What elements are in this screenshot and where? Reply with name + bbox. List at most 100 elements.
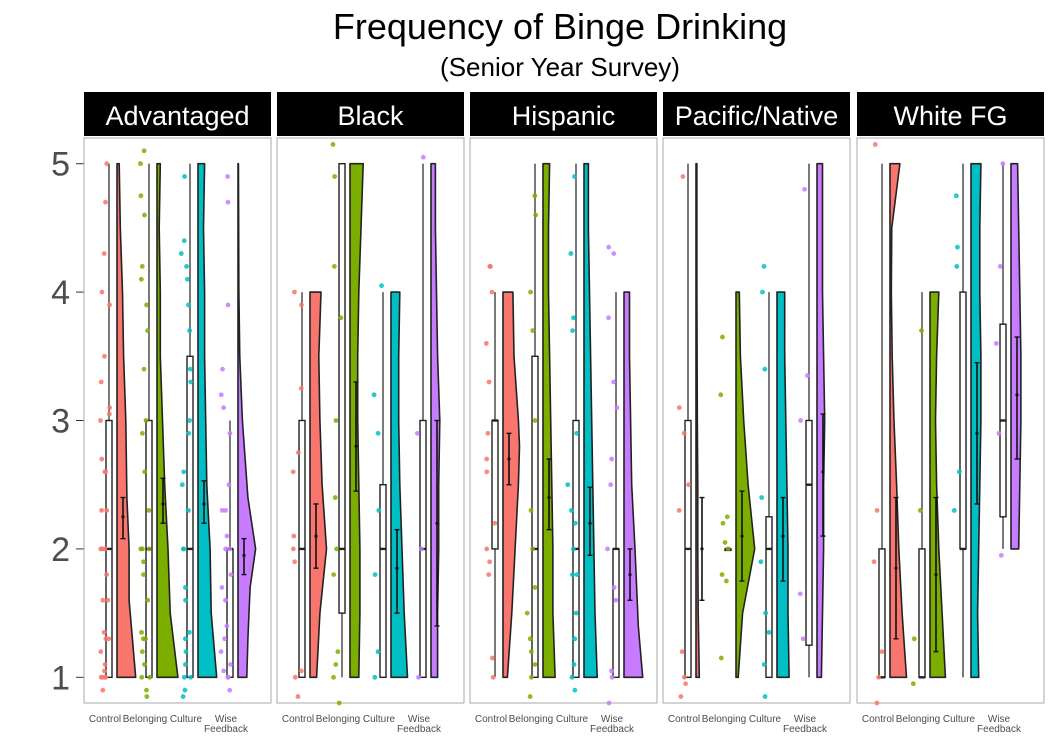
box-pacific-native-culture <box>765 516 773 679</box>
data-point-hispanic-control-13 <box>487 264 493 269</box>
data-point-hispanic-belonging-5 <box>532 585 538 590</box>
data-point-white-fg-belonging-3 <box>919 328 924 334</box>
data-point-black-wise-feedback-1 <box>418 546 424 552</box>
data-point-black-belonging-8 <box>331 264 337 269</box>
data-point-advantaged-control-16 <box>104 507 110 513</box>
x-tick-label-pacific-native-wise-feedback-0: Wise <box>794 714 817 725</box>
data-point-advantaged-belonging-24 <box>138 161 143 167</box>
data-point-advantaged-control-8 <box>103 636 109 642</box>
data-point-hispanic-culture-15 <box>572 687 578 693</box>
data-point-black-control-2 <box>292 559 298 565</box>
data-point-hispanic-control-2 <box>486 572 492 577</box>
mean-point-black-belonging <box>354 444 358 448</box>
data-point-advantaged-wise-feedback-17 <box>221 405 227 411</box>
data-point-white-fg-control-5 <box>874 700 880 706</box>
data-point-white-fg-belonging-2 <box>917 507 923 513</box>
data-point-advantaged-control-28 <box>101 251 107 256</box>
data-point-hispanic-control-8 <box>485 430 491 436</box>
data-point-white-fg-culture-2 <box>954 264 960 269</box>
x-tick-label-hispanic-wise-feedback-1: Feedback <box>590 724 635 735</box>
data-point-advantaged-wise-feedback-7 <box>223 597 228 603</box>
x-tick-label-advantaged-control: Control <box>89 714 121 725</box>
data-point-advantaged-culture-23 <box>182 174 187 179</box>
data-point-hispanic-culture-13 <box>568 251 574 256</box>
data-point-black-belonging-11 <box>336 700 342 706</box>
data-point-advantaged-culture-6 <box>183 597 188 603</box>
data-point-advantaged-culture-25 <box>182 687 188 693</box>
data-point-white-fg-culture-1 <box>956 469 962 475</box>
data-point-advantaged-belonging-12 <box>139 546 145 552</box>
data-point-advantaged-culture-2 <box>182 662 188 667</box>
data-point-advantaged-control-20 <box>99 456 105 462</box>
data-point-pacific-native-wise-feedback-1 <box>797 591 803 597</box>
data-point-advantaged-control-24 <box>98 379 104 385</box>
data-point-hispanic-belonging-7 <box>528 507 534 513</box>
data-point-hispanic-belonging-12 <box>532 193 538 199</box>
data-point-hispanic-wise-feedback-10 <box>611 251 617 256</box>
data-point-advantaged-belonging-15 <box>139 430 145 436</box>
violin-hispanic-culture <box>583 162 598 679</box>
data-point-advantaged-belonging-11 <box>146 546 152 552</box>
data-point-hispanic-control-5 <box>492 520 498 526</box>
data-point-black-control-1 <box>298 668 304 674</box>
data-point-pacific-native-belonging-6 <box>724 514 730 520</box>
data-point-black-belonging-7 <box>338 315 344 321</box>
mean-point-pacific-native-wise-feedback <box>821 470 825 474</box>
data-point-advantaged-culture-15 <box>188 379 194 385</box>
data-point-advantaged-belonging-8 <box>141 572 146 577</box>
data-point-pacific-native-culture-8 <box>762 694 768 699</box>
x-tick-label-black-belonging: Belonging <box>316 714 360 725</box>
data-point-advantaged-control-19 <box>102 469 108 475</box>
data-point-advantaged-control-4 <box>102 668 107 674</box>
y-tick-label-5: 5 <box>51 146 70 184</box>
x-tick-label-white-fg-culture: Culture <box>943 714 976 725</box>
data-point-advantaged-culture-5 <box>186 629 192 635</box>
violin-pacific-native-control <box>695 162 701 679</box>
data-point-hispanic-wise-feedback-5 <box>608 482 614 488</box>
data-point-advantaged-culture-3 <box>183 649 189 655</box>
strip-label-pacific-native: Pacific/Native <box>675 101 839 131</box>
data-point-advantaged-belonging-21 <box>139 264 145 269</box>
data-point-hispanic-control-10 <box>483 341 489 346</box>
data-point-white-fg-wise-feedback-1 <box>996 430 1002 436</box>
violin-white-fg-wise-feedback <box>1010 162 1022 550</box>
data-point-hispanic-culture-10 <box>574 430 580 436</box>
data-point-advantaged-control-30 <box>104 161 110 167</box>
data-point-advantaged-belonging-0 <box>139 674 145 680</box>
data-point-advantaged-wise-feedback-10 <box>223 546 228 552</box>
data-point-advantaged-wise-feedback-1 <box>225 674 231 680</box>
data-point-advantaged-control-15 <box>99 546 105 552</box>
data-point-pacific-native-control-5 <box>676 405 682 411</box>
data-point-pacific-native-culture-3 <box>758 559 764 565</box>
data-point-advantaged-belonging-9 <box>141 559 146 565</box>
data-point-advantaged-culture-24 <box>180 694 186 699</box>
violin-hispanic-wise-feedback <box>623 291 644 679</box>
data-point-advantaged-wise-feedback-15 <box>226 482 232 488</box>
box-hispanic-belonging <box>531 355 539 679</box>
data-point-advantaged-belonging-27 <box>144 687 149 693</box>
data-point-advantaged-belonging-16 <box>143 418 149 423</box>
data-point-black-culture-6 <box>379 283 384 289</box>
data-point-hispanic-belonging-11 <box>533 212 539 218</box>
data-point-advantaged-wise-feedback-23 <box>227 687 233 693</box>
data-point-advantaged-control-27 <box>99 289 105 295</box>
data-point-black-control-10 <box>295 694 301 699</box>
data-point-pacific-native-control-8 <box>683 681 688 687</box>
data-point-hispanic-wise-feedback-7 <box>614 405 620 411</box>
data-point-advantaged-wise-feedback-5 <box>222 636 227 642</box>
data-point-hispanic-control-3 <box>487 559 492 565</box>
x-tick-label-advantaged-wise-feedback-1: Feedback <box>204 724 249 735</box>
data-point-pacific-native-belonging-2 <box>719 572 725 577</box>
data-point-advantaged-belonging-26 <box>144 694 150 699</box>
data-point-black-control-7 <box>298 385 304 391</box>
data-point-white-fg-control-4 <box>872 142 878 147</box>
data-point-advantaged-wise-feedback-2 <box>221 668 227 674</box>
data-point-advantaged-control-3 <box>100 674 105 680</box>
data-point-hispanic-culture-2 <box>572 636 578 642</box>
x-tick-label-advantaged-culture: Culture <box>170 714 203 725</box>
data-point-advantaged-control-5 <box>102 662 108 667</box>
data-point-advantaged-culture-20 <box>184 264 189 269</box>
violin-pacific-native-wise-feedback <box>816 162 826 679</box>
data-point-pacific-native-control-7 <box>678 694 684 699</box>
data-point-pacific-native-culture-0 <box>761 662 767 667</box>
